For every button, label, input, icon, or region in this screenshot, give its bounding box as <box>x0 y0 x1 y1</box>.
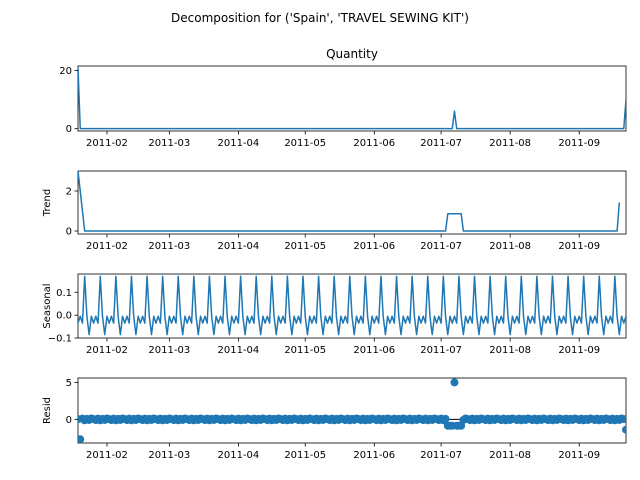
seasonal-xtick-label: 2011-09 <box>558 345 600 356</box>
seasonal-ylabel: Seasonal <box>42 283 53 328</box>
seasonal-series-line <box>78 275 626 336</box>
seasonal-ytick-label: −0.1 <box>48 334 72 345</box>
trend-xtick-label: 2011-07 <box>420 241 462 252</box>
seasonal-ytick-label: 0.0 <box>56 311 72 322</box>
trend-subplot: Trend 0 2 2011-02 2011-03 2011-04 2011-05 2011-… <box>42 170 627 252</box>
trend-ytick-label: 0 <box>66 227 72 238</box>
observed-xtick-label: 2011-07 <box>420 138 462 149</box>
seasonal-xtick-label: 2011-05 <box>284 345 326 356</box>
observed-xtick-label: 2011-06 <box>353 138 395 149</box>
observed-xtick-label: 2011-03 <box>148 138 190 149</box>
resid-xtick-label: 2011-09 <box>558 450 600 461</box>
trend-xtick-label: 2011-09 <box>558 241 600 252</box>
seasonal-xtick-label: 2011-08 <box>489 345 531 356</box>
resid-point <box>78 435 85 443</box>
observed-series-line <box>78 67 626 130</box>
resid-point <box>441 414 450 423</box>
trend-ylabel: Trend <box>42 189 53 217</box>
resid-xtick-label: 2011-08 <box>489 450 531 461</box>
observed-subplot: Quantity 0 20 2011-02 2011-03 2011-04 2011-05 2… <box>59 47 627 149</box>
seasonal-xtick-label: 2011-07 <box>420 345 462 356</box>
resid-xtick-label: 2011-03 <box>148 450 190 461</box>
resid-ytick-label: 0 <box>66 415 72 426</box>
resid-xtick-label: 2011-04 <box>217 450 259 461</box>
observed-xtick-label: 2011-02 <box>86 138 128 149</box>
trend-ytick-label: 2 <box>66 187 72 198</box>
resid-xtick-label: 2011-07 <box>420 450 462 461</box>
resid-subplot: Resid 0 5 2011-02 2011-03 2011-04 2011-05 2011-… <box>42 377 627 461</box>
observed-xtick-label: 2011-09 <box>558 138 600 149</box>
seasonal-plot-area <box>78 275 626 336</box>
observed-xtick-label: 2011-08 <box>489 138 531 149</box>
resid-point <box>619 415 626 424</box>
seasonal-xtick-label: 2011-02 <box>86 345 128 356</box>
trend-xtick-label: 2011-06 <box>353 241 395 252</box>
seasonal-axes-frame <box>77 273 627 339</box>
resid-point <box>450 378 459 387</box>
observed-ytick-label: 20 <box>59 66 72 77</box>
seasonal-xtick-label: 2011-03 <box>148 345 190 356</box>
trend-xtick-label: 2011-08 <box>489 241 531 252</box>
seasonal-subplot: Seasonal 0.1 0.0 −0.1 2011-02 2011-03 2011-04 2… <box>42 273 627 356</box>
trend-xtick-label: 2011-04 <box>217 241 259 252</box>
resid-xtick-label: 2011-05 <box>284 450 326 461</box>
resid-ytick-label: 5 <box>66 378 72 389</box>
resid-xtick-label: 2011-02 <box>86 450 128 461</box>
resid-point <box>622 425 626 434</box>
observed-xtick-label: 2011-05 <box>284 138 326 149</box>
observed-axes-frame <box>77 65 627 132</box>
resid-xtick-label: 2011-06 <box>353 450 395 461</box>
seasonal-xtick-label: 2011-04 <box>217 345 259 356</box>
observed-title: Quantity <box>326 47 378 61</box>
trend-axes-frame <box>77 170 627 235</box>
figure-suptitle: Decomposition for ('Spain', 'TRAVEL SEWI… <box>171 11 469 25</box>
trend-xtick-label: 2011-05 <box>284 241 326 252</box>
trend-xtick-label: 2011-03 <box>148 241 190 252</box>
trend-xtick-label: 2011-02 <box>86 241 128 252</box>
trend-series-line <box>78 171 621 232</box>
observed-plot-area <box>78 67 626 130</box>
seasonal-xtick-label: 2011-06 <box>353 345 395 356</box>
resid-ylabel: Resid <box>42 397 53 424</box>
resid-plot-area <box>78 378 626 443</box>
seasonal-ytick-label: 0.1 <box>56 288 72 299</box>
trend-plot-area <box>78 171 621 232</box>
observed-xtick-label: 2011-04 <box>217 138 259 149</box>
observed-ytick-label: 0 <box>66 124 72 135</box>
resid-axes-frame <box>77 377 627 444</box>
